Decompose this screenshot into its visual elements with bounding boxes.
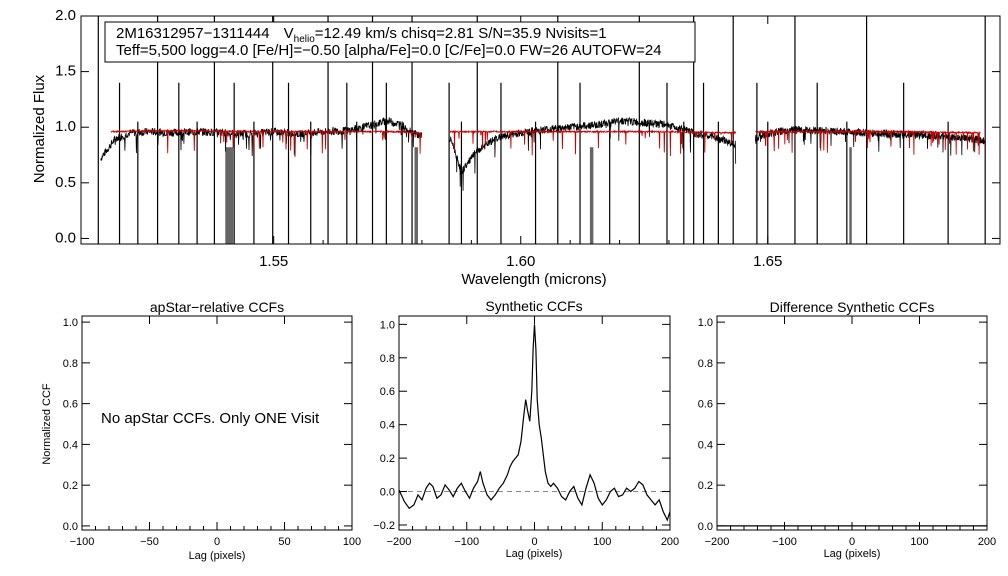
y-tick-label: 0.8 [698,358,713,370]
apstar-ccf-y-ticks: 0.0 0.2 0.4 0.6 0.8 1.0 [63,317,352,533]
x-tick-label: −50 [140,536,159,548]
x-tick-label: −200 [387,536,412,548]
y-tick-label: 0.4 [698,439,713,451]
y-tick-label: 0.6 [380,386,395,398]
x-tick-label: 0 [214,536,220,548]
spectrum-y-label: Normalized Flux [31,74,48,183]
y-tick-label: 0.8 [380,353,395,365]
x-tick-label: 1.55 [259,253,288,270]
masked-region [589,147,594,244]
apstar-ccf-title: apStar−relative CCFs [150,299,284,315]
x-tick-label: 50 [278,536,290,548]
vhelio-subscript: helio [294,34,316,45]
synthetic-ccf-title: Synthetic CCFs [485,298,582,314]
apstar-ccf-panel: apStar−relative CCFs −100 −50 0 50 100 0.00.… [41,299,361,562]
y-tick-label: 0.0 [55,229,76,246]
difference-ccf-frame [716,315,988,531]
observed-spectrum-line [100,116,422,161]
star-id: 2M16312957−1311444 [116,25,270,42]
x-tick-label: 200 [978,536,996,548]
y-tick-label: 1.0 [63,317,78,329]
difference-ccf-panel: Difference Synthetic CCFs −200 −100 0 100 20… [698,299,996,560]
apstar-ccf-x-ticks: −100 −50 0 50 100 [70,316,361,548]
synthetic-ccf-frame [398,315,671,531]
synthetic-ccf-plot-area [398,324,671,522]
info-box-frame [104,21,696,63]
y-tick-label: 0.0 [380,487,395,499]
x-tick-label: −100 [70,536,95,548]
spectrum-x-label: Wavelength (microns) [461,271,606,288]
info-line-2: Teff=5,500 logg=4.0 [Fe/H]=−0.50 [alpha/… [116,42,662,59]
spectrum-panel: 1.55 1.60 1.65 0.0 0.5 1.0 1.5 2.0 Wavelength … [31,7,1001,288]
x-tick-label: 200 [661,536,679,548]
x-tick-label: 100 [910,536,928,548]
difference-ccf-x-label: Lag (pixels) [824,548,881,560]
synthetic-ccf-x-ticks: −200 −100 0 100 200 [387,316,679,548]
y-tick-label: 0.2 [698,480,713,492]
synthetic-ccf-panel: Synthetic CCFs −200 −100 0 100 200 −0.2 0.0 0.… [373,298,679,560]
x-tick-label: −100 [772,536,797,548]
y-tick-label: 1.0 [55,118,76,135]
y-tick-label: 2.0 [55,7,76,24]
observed-spectrum-line [448,116,737,191]
vhelio-symbol: V [284,25,294,42]
x-tick-label: −200 [705,536,730,548]
masked-region [225,147,234,244]
apstar-ccf-y-label: Normalized CCF [41,383,53,465]
y-tick-label: 0.4 [380,420,395,432]
spectrum-frame [80,15,1001,245]
info-box: 2M16312957−1311444 Vhelio=12.49 km/s chis… [104,21,696,63]
y-tick-label: 0.4 [63,439,78,451]
x-tick-label: −100 [454,536,479,548]
info-line-1: 2M16312957−1311444 Vhelio=12.49 km/s chis… [116,25,607,45]
y-tick-label: 0.0 [63,521,78,533]
synthetic-ccf-x-label: Lag (pixels) [506,548,563,560]
x-tick-label: 0 [849,536,855,548]
y-tick-label: 0.5 [55,174,76,191]
x-tick-label: 0 [531,536,537,548]
difference-ccf-title: Difference Synthetic CCFs [770,299,935,315]
y-tick-label: −0.2 [373,520,395,532]
x-tick-label: 100 [593,536,611,548]
masked-region [849,147,852,244]
masked-region [414,147,418,244]
synthetic-ccf-y-ticks: −0.2 0.0 0.2 0.4 0.6 0.8 1.0 [373,319,670,532]
model-spectrum-line [110,128,422,155]
difference-ccf-x-ticks: −200 −100 0 100 200 [705,316,996,548]
y-tick-label: 0.8 [63,358,78,370]
y-tick-label: 1.0 [380,319,395,331]
y-tick-label: 0.6 [698,399,713,411]
y-tick-label: 0.0 [698,521,713,533]
difference-ccf-y-ticks: 0.0 0.2 0.4 0.6 0.8 1.0 [698,317,987,533]
spectrum-y-ticks: 0.0 0.5 1.0 1.5 2.0 [55,7,1000,246]
y-tick-label: 0.2 [63,480,78,492]
y-tick-label: 0.2 [380,453,395,465]
info-line-1-values: =12.49 km/s chisq=2.81 S/N=35.9 Nvisits=… [315,25,607,42]
no-ccf-message: No apStar CCFs. Only ONE Visit [101,410,320,427]
x-tick-label: 1.60 [506,253,535,270]
y-tick-label: 1.0 [698,317,713,329]
x-tick-label: 1.65 [753,253,782,270]
ccf-line [398,324,671,522]
x-tick-label: 100 [343,536,361,548]
model-spectrum-line [755,129,981,155]
y-tick-label: 1.5 [55,63,76,80]
spectrum-x-ticks: 1.55 1.60 1.65 [259,16,782,270]
model-spectrum-line [448,129,737,157]
y-tick-label: 0.6 [63,399,78,411]
apstar-ccf-x-label: Lag (pixels) [189,550,246,562]
